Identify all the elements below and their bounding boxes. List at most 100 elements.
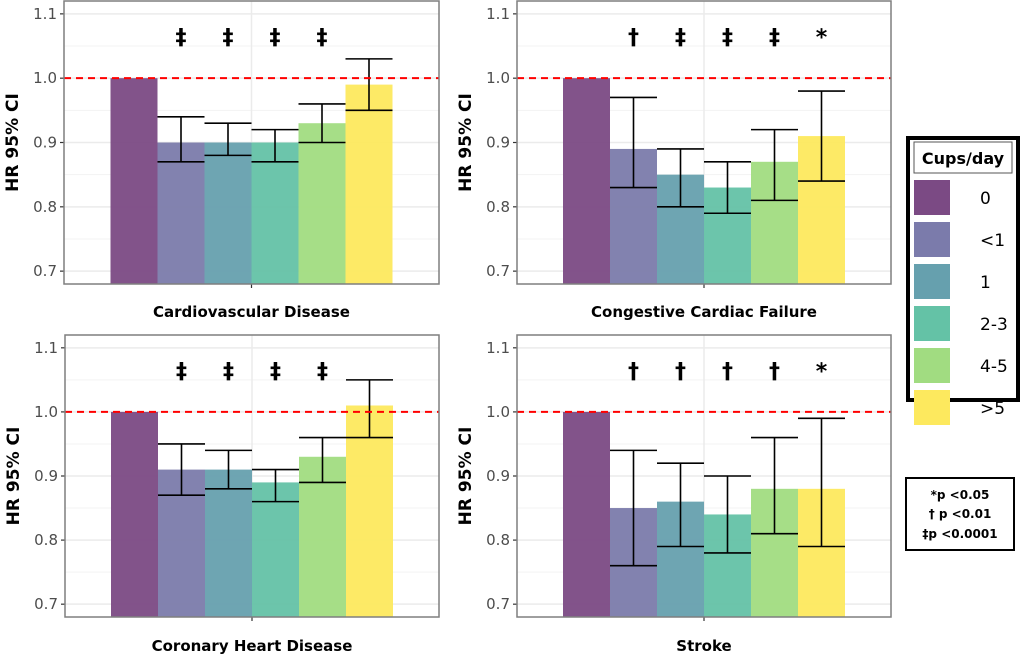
bar-0 [563,78,610,284]
panel-title: Congestive Cardiac Failure [591,303,817,321]
panel-title: Cardiovascular Disease [153,303,350,321]
error-bar [346,379,393,439]
significance-marker: † [628,359,639,384]
bar-4-5 [298,123,346,284]
panel-2: 0.7 0.8 0.9 1.0 1.1 † ‡ ‡ ‡ * HR 95% CI Congestive … [456,0,892,321]
bar-1 [205,469,252,617]
error-bar [798,417,845,548]
panel-border [63,0,440,285]
y-axis-label: HR 95% CI [4,427,24,526]
significance-marker: ‡ [675,25,686,50]
y-tick-label: 1.1 [486,339,510,357]
y-tick-label: 0.7 [34,595,58,613]
significance-marker: † [628,25,639,50]
legend: Cups/day 0 <1 1 2-3 4-5 >5 [906,136,1020,425]
y-tick-label: 0.9 [486,467,510,485]
legend-label: >5 [980,399,1005,419]
bar-<1 [157,142,205,284]
significance-marker: ‡ [176,25,187,50]
significance-marker: ‡ [223,25,234,50]
y-axis-label: HR 95% CI [3,93,23,192]
bar-1 [204,142,252,284]
error-bar [610,449,657,567]
error-bar [657,462,704,548]
panel-4: 0.7 0.8 0.9 1.0 1.1 † † † † * HR 95% CI Stroke [456,334,892,655]
legend-swatch [914,390,950,425]
legend-swatch [914,348,950,383]
significance-marker: ‡ [769,25,780,50]
legend-item: 4-5 [914,348,1008,383]
y-tick-label: 1.0 [33,69,57,87]
note-p01: † p <0.01 [929,507,992,521]
error-bar [158,443,205,497]
legend-item: 2-3 [914,306,1008,341]
error-bar [751,436,798,535]
legend-label: 4-5 [980,357,1008,377]
y-tick-label: 1.1 [486,5,510,23]
significance-marker: ‡ [317,25,328,50]
note-p05: *p <0.05 [931,488,990,502]
error-bar [657,148,704,208]
y-axis-label: HR 95% CI [456,427,476,526]
legend-title-box [913,141,1013,174]
error-bar [610,96,657,189]
error-bar [205,449,252,490]
panel-border [516,334,892,618]
panel-border [516,0,892,285]
y-tick-label: 0.7 [486,262,510,280]
error-bar [798,90,845,182]
y-tick-label: 0.8 [486,198,510,216]
significance-marker: ‡ [223,359,234,384]
error-bar [298,103,346,144]
legend-swatch [914,222,950,257]
legend-item: 1 [914,264,991,299]
legend-swatch [914,264,950,299]
significance-marker: ‡ [270,25,281,50]
legend-title: Cups/day [922,149,1005,168]
legend-swatch [914,306,950,341]
y-tick-label: 1.1 [34,339,58,357]
y-tick-label: 1.0 [486,403,510,421]
significance-marker: ‡ [270,359,281,384]
significance-note: *p <0.05 † p <0.01 ‡p <0.0001 [905,477,1015,551]
y-tick-label: 0.7 [486,595,510,613]
panel-3: 0.7 0.8 0.9 1.0 1.1 ‡ ‡ ‡ ‡ HR 95% CI Coronary Hea… [4,334,440,655]
y-tick-label: 0.8 [33,198,57,216]
y-tick-label: 1.0 [34,403,58,421]
bar-0 [111,411,158,617]
error-bar [157,115,205,163]
legend-item: >5 [914,390,1005,425]
error-bar [345,58,393,112]
bar->5 [346,405,393,617]
legend-label: <1 [980,231,1005,251]
bar-2-3 [252,482,299,617]
error-bar [299,436,346,484]
legend-label: 2-3 [980,315,1008,335]
note-p0001: ‡p <0.0001 [922,527,997,541]
bar-0 [563,411,610,617]
bar-0 [110,78,158,284]
y-tick-label: 1.0 [486,69,510,87]
y-tick-label: 0.9 [33,134,57,152]
error-bar [204,122,252,157]
bar-2-3 [251,142,299,284]
y-tick-label: 0.9 [34,467,58,485]
y-tick-label: 0.8 [486,531,510,549]
y-tick-label: 0.7 [33,262,57,280]
y-tick-label: 0.9 [486,134,510,152]
error-bar [704,160,751,215]
panel-title: Coronary Heart Disease [152,637,353,655]
legend-label: 1 [980,273,991,293]
y-tick-label: 0.8 [34,531,58,549]
error-bar [251,128,299,163]
panel-title: Stroke [676,637,731,655]
panel-border [64,334,440,618]
bar-4-5 [299,456,346,617]
significance-marker: ‡ [176,359,187,384]
panel-1: 0.7 0.8 0.9 1.0 1.1 ‡ ‡ ‡ ‡ HR 95% CI Cardiovascul… [3,0,440,321]
y-tick-label: 1.1 [33,5,57,23]
legend-item: <1 [914,222,1005,257]
significance-marker: ‡ [722,25,733,50]
significance-marker: * [816,25,828,50]
